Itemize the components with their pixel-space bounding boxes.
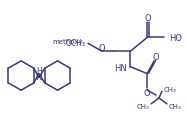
- Text: HN: HN: [114, 64, 126, 73]
- Text: methoxy: methoxy: [53, 39, 83, 45]
- Text: O: O: [99, 43, 105, 52]
- Text: HO: HO: [169, 34, 182, 43]
- Text: O: O: [144, 88, 151, 97]
- Text: N: N: [36, 72, 42, 81]
- Text: O: O: [145, 14, 151, 23]
- Text: OCH₃: OCH₃: [65, 39, 85, 47]
- Text: CH₃: CH₃: [169, 103, 182, 109]
- Text: O: O: [153, 53, 159, 62]
- Text: CH₃: CH₃: [164, 86, 177, 92]
- Text: CH₃: CH₃: [136, 103, 149, 109]
- Text: H: H: [36, 67, 42, 76]
